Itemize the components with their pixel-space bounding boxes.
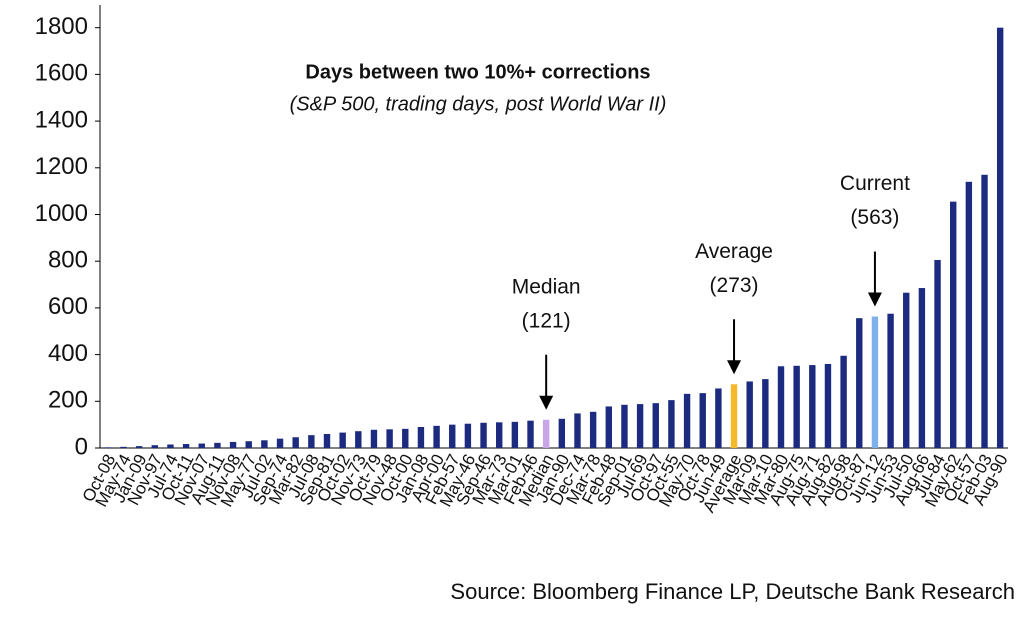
- bar: [151, 445, 158, 448]
- bar: [793, 365, 800, 448]
- bar: [276, 438, 284, 448]
- bar: [871, 316, 879, 448]
- bar: [918, 288, 926, 448]
- bar: [903, 292, 910, 448]
- y-tick-label: 1400: [35, 106, 88, 133]
- bar: [981, 174, 988, 449]
- bar: [214, 442, 221, 448]
- bar: [198, 443, 205, 448]
- bar: [182, 444, 190, 448]
- y-tick-label: 1000: [35, 200, 88, 227]
- y-tick-label: 400: [48, 340, 88, 367]
- bar: [308, 435, 315, 448]
- bar: [402, 428, 409, 448]
- bar: [558, 418, 566, 448]
- bar: [104, 447, 112, 448]
- bar: [292, 437, 299, 448]
- bar: [135, 446, 143, 448]
- bar: [856, 318, 863, 448]
- y-tick-label: 200: [48, 387, 88, 414]
- bar: [934, 260, 941, 448]
- bar: [527, 420, 534, 448]
- bar: [589, 411, 597, 448]
- annotation-arrowhead: [867, 292, 882, 307]
- bar: [120, 446, 127, 448]
- bar: [464, 423, 472, 448]
- bar: [636, 404, 644, 448]
- annotation-value: (121): [522, 309, 571, 332]
- bar: [699, 393, 706, 448]
- bar: [339, 432, 346, 448]
- bar: [433, 425, 440, 448]
- bar: [323, 433, 331, 448]
- bar: [715, 388, 722, 448]
- bar: [809, 365, 816, 448]
- chart-title: Days between two 10%+ corrections: [305, 61, 650, 83]
- bar: [950, 201, 957, 448]
- bar: [824, 363, 832, 448]
- bar: [245, 441, 252, 448]
- source-note: Source: Bloomberg Finance LP, Deutsche B…: [450, 579, 1015, 604]
- bar: [996, 27, 1004, 449]
- bar: [542, 419, 550, 448]
- bar: [965, 181, 973, 449]
- annotation-arrowhead: [727, 360, 742, 375]
- annotation-label: Median: [512, 275, 581, 298]
- bar: [746, 381, 753, 448]
- bar: [730, 384, 738, 448]
- bar: [496, 422, 503, 448]
- y-tick-label: 1800: [35, 13, 88, 40]
- bar: [605, 406, 612, 448]
- bar: [167, 444, 174, 448]
- y-tick-label: 1600: [35, 60, 88, 87]
- bar: [449, 424, 456, 448]
- bar: [887, 313, 894, 448]
- bar: [668, 400, 675, 448]
- annotation-label: Average: [695, 240, 773, 263]
- bar: [417, 426, 425, 448]
- bar: [574, 413, 581, 448]
- annotation-value: (563): [850, 206, 899, 229]
- bar: [261, 440, 268, 448]
- bar: [777, 366, 785, 448]
- bar: [370, 429, 378, 448]
- chart-subtitle: (S&P 500, trading days, post World War I…: [290, 93, 667, 115]
- annotation-label: Current: [840, 172, 910, 195]
- y-tick-label: 800: [48, 247, 88, 274]
- y-tick-label: 600: [48, 293, 88, 320]
- bar: [355, 431, 362, 448]
- annotation-value: (273): [710, 274, 759, 297]
- bar: [480, 422, 487, 448]
- bar: [386, 429, 393, 448]
- bar: [840, 355, 847, 448]
- bar: [229, 441, 237, 448]
- y-tick-label: 0: [75, 433, 88, 460]
- bar: [762, 379, 769, 448]
- bar: [683, 393, 691, 448]
- y-tick-label: 1200: [35, 153, 88, 180]
- bar: [652, 403, 659, 448]
- bar: [511, 421, 519, 448]
- annotation-arrowhead: [539, 395, 554, 410]
- bar: [621, 404, 628, 448]
